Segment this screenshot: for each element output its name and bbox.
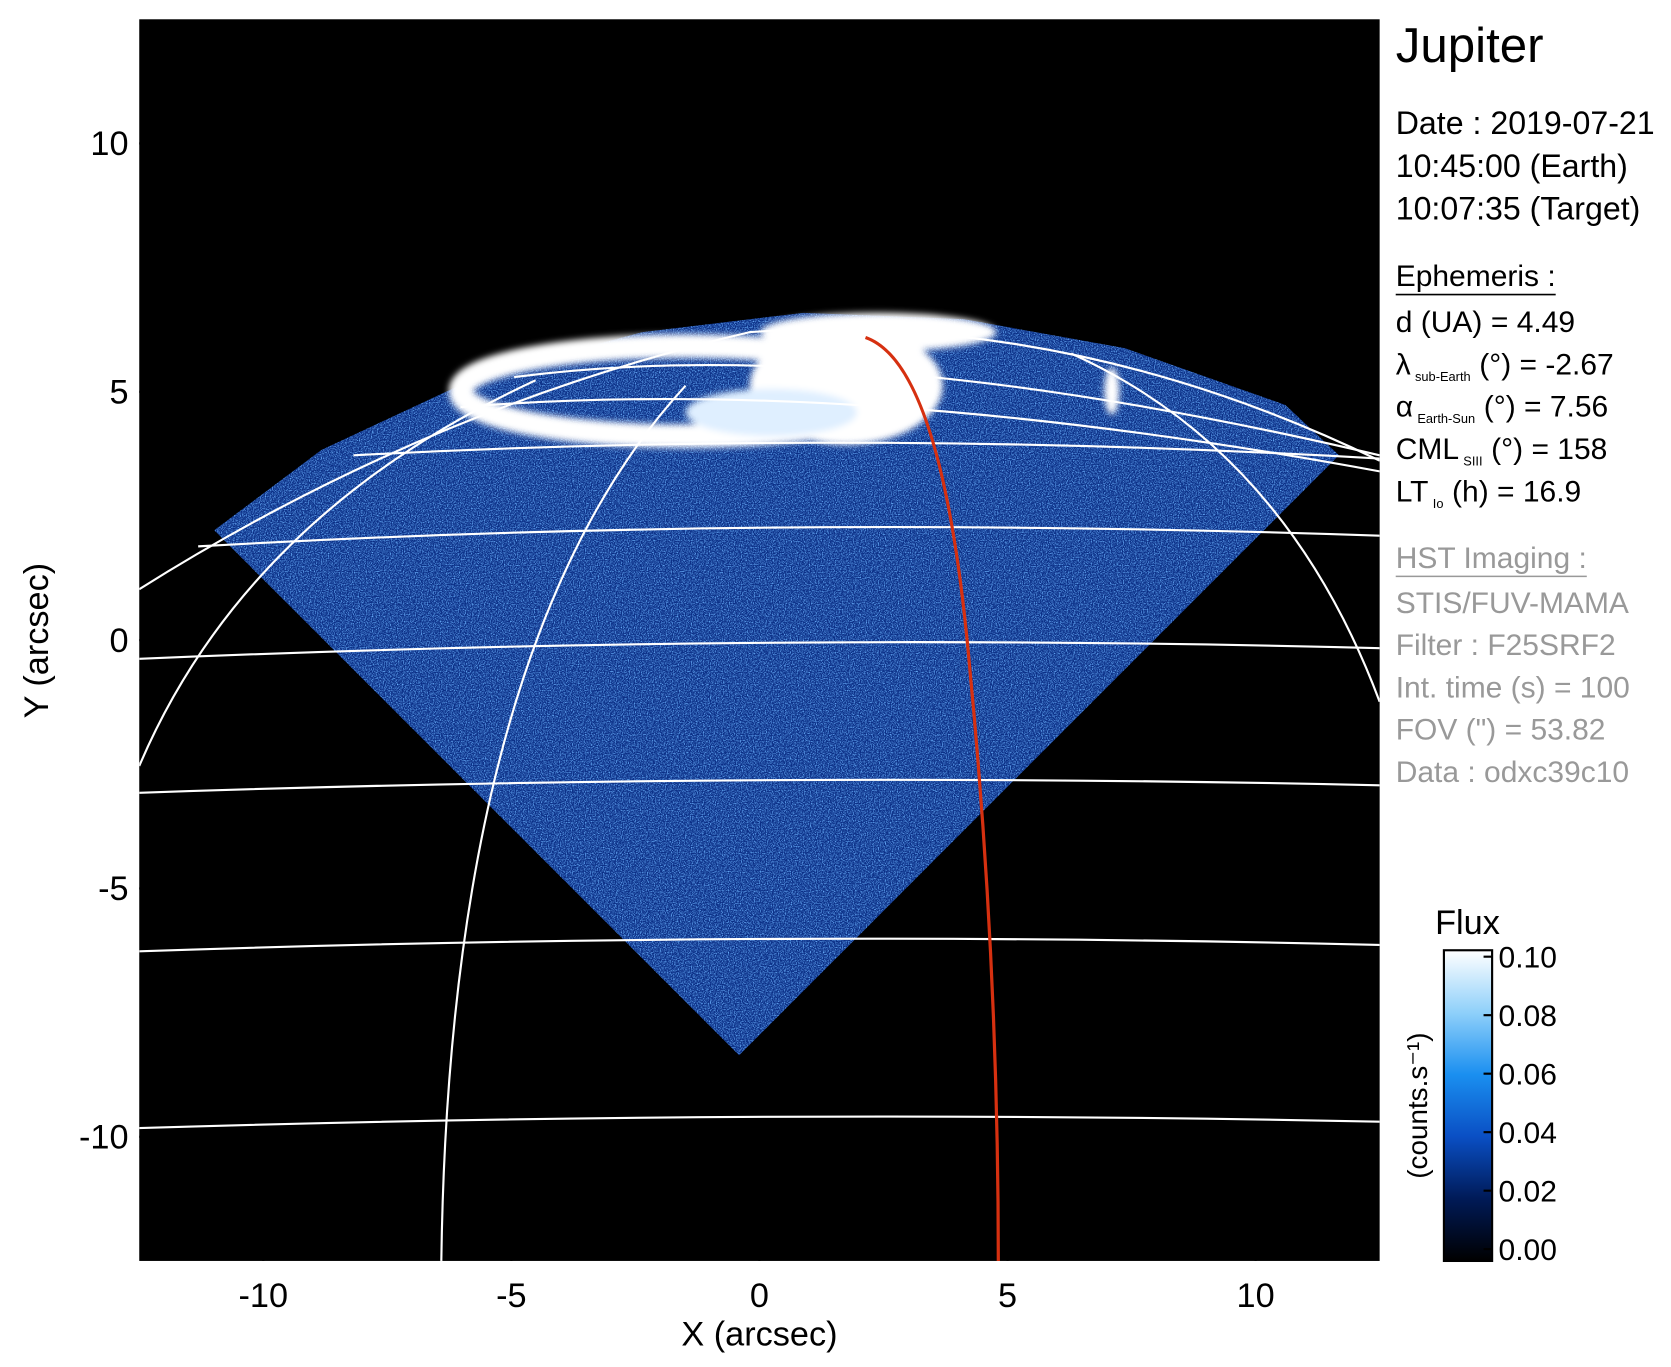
colorbar-tick-label: 0.02 (1499, 1175, 1557, 1208)
ephemeris-line: LT Io (h) = 16.9 (1396, 475, 1582, 510)
y-tick-label: 0 (109, 622, 128, 660)
coordinate-grid (139, 328, 1380, 1261)
image (139, 312, 1380, 1261)
ephemeris-subscript: SIII (1463, 453, 1482, 468)
x-tick-label: 10 (1237, 1277, 1275, 1315)
colorbar (1442, 949, 1494, 1263)
colorbar-tick-label: 0.06 (1499, 1058, 1557, 1091)
ephemeris-line: α Earth-Sun (°) = 7.56 (1396, 391, 1609, 426)
colorbar-tick-label: 0.00 (1499, 1234, 1557, 1267)
ephemeris-line: CML SIII (°) = 158 (1396, 433, 1608, 468)
colorbar-tick-label: 0.08 (1499, 1000, 1557, 1033)
x-tick-label: 0 (750, 1277, 769, 1315)
observation-line: Date : 2019-07-21 (1396, 105, 1655, 141)
colorbar-title: Flux (1435, 904, 1500, 942)
ephemeris-value: (°) = -2.67 (1479, 348, 1613, 381)
chart-title: Jupiter (1396, 18, 1544, 73)
section-title: Ephemeris : (1396, 260, 1556, 293)
ephemeris-line: λ sub-Earth (°) = -2.67 (1396, 348, 1614, 383)
x-tick-label: -5 (496, 1277, 526, 1315)
section-title: HST Imaging : (1396, 542, 1587, 575)
colorbar-tick-label: 0.04 (1499, 1117, 1557, 1150)
ephemeris-value: = 4.49 (1491, 306, 1575, 339)
y-tick-label: -5 (98, 870, 128, 908)
y-axis-label: Y (arcsec) (18, 563, 56, 719)
y-tick-label: -10 (79, 1119, 129, 1157)
y-tick-label: 10 (90, 125, 128, 163)
ephemeris-symbol: λ (1396, 348, 1411, 381)
disk-noise (214, 312, 1339, 1056)
ephemeris-symbol: CML (1396, 433, 1459, 466)
colorbar-tick-label: 0.10 (1499, 941, 1557, 974)
imaging-line: Filter : F25SRF2 (1396, 629, 1616, 662)
ephemeris-subscript: sub-Earth (1415, 369, 1471, 384)
imaging-line: FOV (") = 53.82 (1396, 714, 1606, 747)
colorbar-label: (counts.s⁻¹) (1402, 1032, 1433, 1178)
ephemeris-line: d (UA) = 4.49 (1396, 306, 1575, 339)
observation-line: 10:45:00 (Earth) (1396, 148, 1628, 184)
ephemeris-value: (°) = 158 (1491, 433, 1607, 466)
ephemeris-value: (°) = 7.56 (1484, 391, 1608, 424)
x-tick-label: 5 (998, 1277, 1017, 1315)
imaging-line: Data : odxc39c10 (1396, 756, 1629, 789)
ephemeris-subscript: Earth-Sun (1417, 411, 1475, 426)
observation-line: 10:07:35 (Target) (1396, 191, 1641, 227)
ephemeris-symbol: d (UA) (1396, 306, 1483, 339)
x-axis-label: X (arcsec) (681, 1316, 837, 1354)
y-tick-label: 5 (109, 374, 128, 412)
reference-meridian (864, 335, 1000, 1261)
ephemeris-symbol: α (1396, 391, 1413, 424)
ephemeris-symbol: LT (1396, 475, 1429, 508)
imaging-line: Int. time (s) = 100 (1396, 671, 1630, 704)
ephemeris-subscript: Io (1433, 496, 1444, 511)
x-tick-label: -10 (239, 1277, 289, 1315)
imaging-line: STIS/FUV-MAMA (1396, 587, 1629, 620)
ephemeris-value: (h) = 16.9 (1452, 475, 1581, 508)
